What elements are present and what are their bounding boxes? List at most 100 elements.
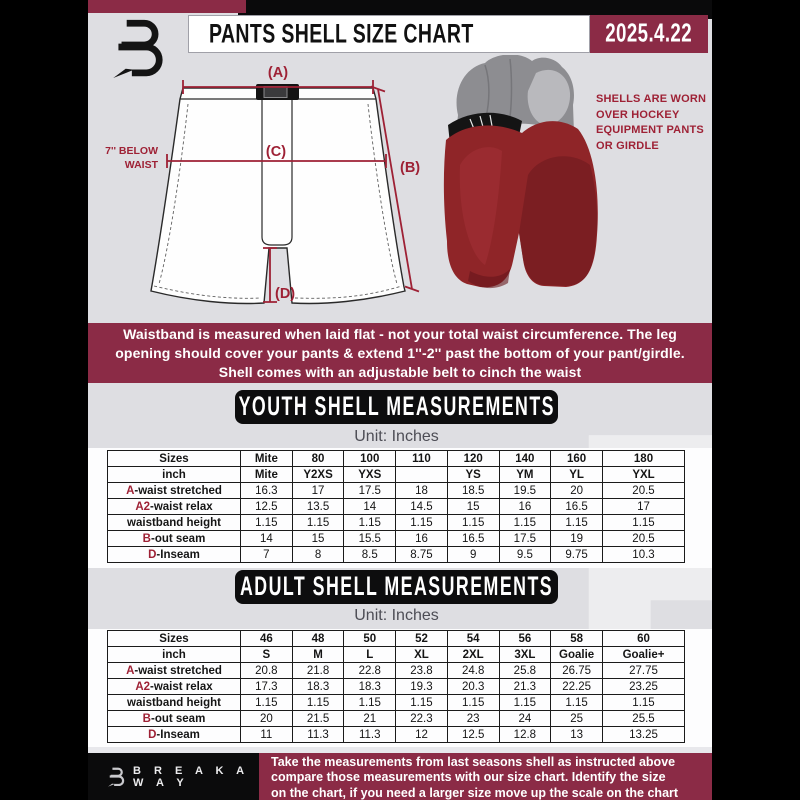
text-line: Waistband is measured when laid flat - n… — [123, 325, 677, 342]
table-cell: 120 — [446, 450, 500, 467]
photo-caption: SHELLS ARE WORN OVER HOCKEY EQUIPMENT PANT… — [596, 92, 708, 154]
table-cell: 11.3 — [291, 726, 345, 743]
table-cell: 20.3 — [446, 678, 500, 695]
table-cell: 1.15 — [498, 514, 552, 531]
table-cell: 19.3 — [395, 678, 448, 695]
page-title-box: PANTS SHELL SIZE CHART — [188, 15, 590, 53]
table-cell: 48 — [291, 630, 345, 647]
row-label: A-waist stretched — [107, 482, 241, 499]
text-line: SHELLS ARE WORN — [596, 93, 707, 105]
table-cell: 16.3 — [240, 482, 293, 499]
table-cell: 1.15 — [498, 694, 552, 711]
row-label: D-Inseam — [107, 546, 241, 563]
girdle-light-pad — [527, 69, 571, 125]
text-line: opening should cover your pants & extend… — [115, 344, 685, 361]
table-cell: XL — [395, 646, 448, 663]
table-cell: 1.15 — [343, 514, 397, 531]
table-cell: 18.5 — [446, 482, 500, 499]
table-cell: 160 — [550, 450, 603, 467]
table-row: A-waist stretched 16.3 17 17.5 18 18.5 19.5 20 2… — [107, 482, 685, 499]
table-cell: 50 — [343, 630, 397, 647]
table-cell: 12.5 — [446, 726, 500, 743]
table-cell: 18 — [395, 482, 448, 499]
table-cell: 12 — [395, 726, 448, 743]
table-cell: Mite — [240, 466, 293, 483]
table-cell: 16 — [395, 530, 448, 547]
table-cell: Mite — [240, 450, 293, 467]
table-cell: 19.5 — [498, 482, 552, 499]
table-cell: 15 — [291, 530, 345, 547]
table-cell: 1.15 — [395, 514, 448, 531]
measure-label-c: (C) — [266, 144, 286, 160]
table-cell: 17 — [602, 498, 685, 515]
row-label: B-out seam — [107, 710, 241, 727]
table-cell: 60 — [602, 630, 685, 647]
pants-measurement-diagram: (A) (C) (B) (D) 7'' BELOW WAIST — [105, 65, 420, 305]
table-cell: 21.3 — [498, 678, 552, 695]
table-cell: 56 — [498, 630, 552, 647]
table-cell: 80 — [291, 450, 345, 467]
table-cell: 1.15 — [240, 514, 293, 531]
text-line: compare those measurements with our size… — [271, 770, 666, 785]
measure-line-d — [263, 247, 277, 303]
table-cell: 24.8 — [446, 662, 500, 679]
table-cell: 46 — [240, 630, 293, 647]
text-line: OR GIRDLE — [596, 139, 659, 152]
table-cell: 1.15 — [395, 694, 448, 711]
text-line: on the chart, if you need a larger size … — [271, 785, 679, 800]
belt-buckle-icon — [263, 86, 288, 98]
table-cell: 23 — [446, 710, 500, 727]
table-cell: 11 — [240, 726, 293, 743]
flyer-page: PANTS SHELL SIZE CHART 2025.4.22 (A) — [88, 0, 712, 800]
footer-brand-logo-icon — [108, 767, 125, 787]
table-cell: 16 — [498, 498, 552, 515]
table-cell: L — [343, 646, 397, 663]
table-cell: Y2XS — [291, 466, 345, 483]
text-line: Take the measurements from last seasons … — [271, 755, 676, 769]
table-row: Sizes Mite 80 100 110 120 140 160 180 — [107, 450, 685, 467]
table-row: B-out seam 14 15 15.5 16 16.5 17.5 19 20.5 — [107, 530, 685, 547]
date-text: 2025.4.22 — [605, 19, 693, 48]
table-cell: 13 — [550, 726, 603, 743]
table-cell: 22.3 — [395, 710, 448, 727]
table-cell: 17.3 — [240, 678, 293, 695]
table-cell: 21.5 — [291, 710, 345, 727]
measure-label-a: (A) — [268, 65, 288, 81]
table-cell: 14 — [240, 530, 293, 547]
shell-shadow — [519, 156, 598, 286]
table-cell: 20.8 — [240, 662, 293, 679]
below-waist-label-line1: 7'' BELOW — [105, 145, 158, 157]
table-cell: 1.15 — [446, 694, 500, 711]
table-cell: 1.15 — [602, 514, 685, 531]
measure-line-c — [166, 154, 387, 168]
table-cell: 14.5 — [395, 498, 448, 515]
footer-brand-box: B R E A K A W A Y — [88, 753, 259, 800]
youth-size-table: Sizes Mite 80 100 110 120 140 160 180 inch Mite Y2X… — [107, 450, 685, 563]
table-cell: 1.15 — [291, 694, 345, 711]
table-cell: YM — [498, 466, 552, 483]
table-cell: 24 — [498, 710, 552, 727]
adult-section-banner: ADULT SHELL MEASUREMENTS — [235, 570, 558, 604]
table-cell: 1.15 — [550, 514, 603, 531]
row-label: B-out seam — [107, 530, 241, 547]
table-cell: Goalie — [550, 646, 603, 663]
youth-section-banner: YOUTH SHELL MEASUREMENTS — [235, 390, 558, 424]
table-cell: 9.75 — [550, 546, 603, 563]
table-cell — [395, 466, 448, 483]
row-label: Sizes — [107, 450, 241, 467]
table-cell: 27.75 — [602, 662, 685, 679]
table-cell: 180 — [602, 450, 685, 467]
table-row: B-out seam 20 21.5 21 22.3 23 24 25 25.5 — [107, 710, 685, 727]
table-row: D-Inseam 7 8 8.5 8.75 9 9.5 9.75 10.3 — [107, 546, 685, 563]
table-cell: 14 — [343, 498, 397, 515]
table-cell: Goalie+ — [602, 646, 685, 663]
table-cell: YXS — [343, 466, 397, 483]
footer-divider — [88, 747, 712, 753]
table-row: inch S M L XL 2XL 3XL Goalie Goalie+ — [107, 646, 685, 663]
table-cell: 110 — [395, 450, 448, 467]
table-cell: YL — [550, 466, 603, 483]
row-label: Sizes — [107, 630, 241, 647]
table-cell: 25.5 — [602, 710, 685, 727]
youth-unit-label: Unit: Inches — [354, 428, 439, 445]
table-row: A2-waist relax 12.5 13.5 14 14.5 15 16 16.5 17 — [107, 498, 685, 515]
